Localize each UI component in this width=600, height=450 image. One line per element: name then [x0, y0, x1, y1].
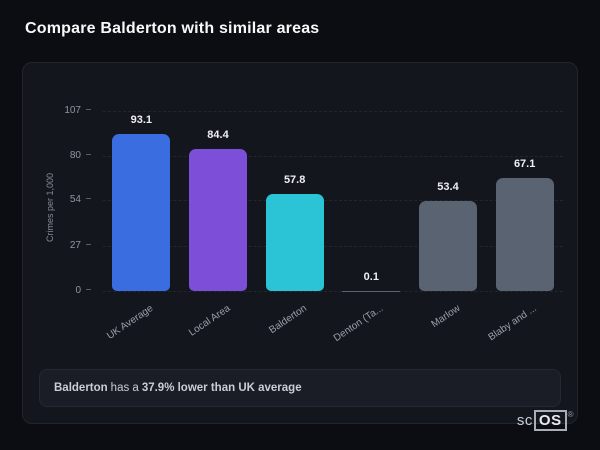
- bar-value-label: 84.4: [207, 129, 229, 142]
- gridline: [103, 111, 563, 112]
- bar-marlow[interactable]: [419, 201, 477, 291]
- x-axis-label: UK Average: [105, 303, 156, 342]
- y-tick-label: 54: [49, 193, 91, 207]
- gridline: [103, 291, 563, 292]
- note-subject: Balderton: [54, 382, 108, 394]
- y-tick-label: 80: [49, 149, 91, 163]
- page-title: Compare Balderton with similar areas: [25, 20, 320, 37]
- bar-chart: Crimes per 1,000 0 27 54 80 107 93.1 UK Averag…: [39, 105, 563, 355]
- logo-prefix: sc: [516, 412, 533, 429]
- bar-value-label: 67.1: [513, 158, 536, 171]
- logo-boxed: OS: [533, 410, 567, 431]
- y-tick-label: 0: [49, 284, 91, 298]
- bar-balderton[interactable]: [265, 193, 324, 291]
- y-tick-label: 107: [49, 104, 91, 118]
- gridline: [103, 200, 563, 202]
- bar-blaby-and[interactable]: [495, 178, 554, 291]
- x-axis-label: Local Area: [186, 303, 233, 339]
- summary-note: Balderton has a 37.9% lower than UK aver…: [39, 369, 561, 407]
- registered-mark-icon: ®: [567, 410, 574, 419]
- chart-card: Crimes per 1,000 0 27 54 80 107 93.1 UK Averag…: [22, 62, 578, 424]
- bar-value-label: 57.8: [283, 173, 306, 186]
- x-axis-label: Blaby and ...: [486, 303, 539, 344]
- bar-uk-average[interactable]: [112, 134, 171, 291]
- scos-logo: sc OS ®: [517, 410, 574, 431]
- plot-area: Crimes per 1,000 0 27 54 80 107 93.1 UK Averag…: [45, 105, 563, 344]
- note-middle: has a: [110, 382, 139, 394]
- bar-value-label: 53.4: [437, 181, 459, 194]
- note-highlight: 37.9% lower than UK average: [141, 382, 302, 394]
- gridline: [103, 245, 563, 247]
- gridline: [103, 156, 563, 158]
- bar-denton-ta[interactable]: [342, 290, 401, 291]
- x-axis-label: Denton (Ta...: [331, 303, 386, 345]
- y-tick-label: 27: [49, 239, 91, 253]
- x-axis-label: Balderton: [267, 303, 309, 337]
- bar-value-label: 93.1: [130, 114, 153, 127]
- bar-local-area[interactable]: [189, 149, 247, 291]
- bar-value-label: 0.1: [363, 270, 379, 283]
- x-axis-label: Marlow: [429, 303, 463, 331]
